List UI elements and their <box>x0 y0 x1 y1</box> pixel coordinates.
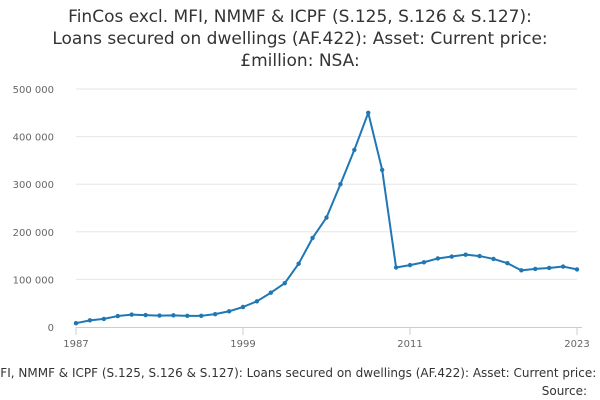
data-point[interactable] <box>463 252 468 257</box>
y-axis-ticks: 0 100 000 200 000 300 000 400 000 500 000 <box>13 85 54 334</box>
data-point[interactable] <box>352 147 357 153</box>
y-tick-label: 100 000 <box>13 275 54 286</box>
chart-footer: FinCos excl. MFI, NMMF & ICPF (S.125, S.… <box>0 366 600 398</box>
data-point[interactable] <box>338 182 343 187</box>
data-point[interactable] <box>157 313 162 318</box>
data-point[interactable] <box>477 253 482 259</box>
data-point[interactable] <box>254 299 260 304</box>
data-point[interactable] <box>129 312 134 317</box>
data-point[interactable] <box>421 260 427 265</box>
data-point[interactable] <box>87 318 93 323</box>
y-tick-label: 300 000 <box>13 180 54 191</box>
data-point[interactable] <box>73 320 79 326</box>
source-label: Source: <box>542 384 587 398</box>
data-point[interactable] <box>379 167 385 173</box>
gridlines <box>76 88 577 280</box>
data-point[interactable] <box>185 313 190 319</box>
data-point[interactable] <box>393 265 399 270</box>
data-point[interactable] <box>519 268 524 273</box>
data-point[interactable] <box>268 290 274 295</box>
data-point[interactable] <box>449 254 454 259</box>
legend-series-label[interactable]: FinCos excl. MFI, NMMF & ICPF (S.125, S.… <box>0 366 600 380</box>
x-axis-ticks: 1987 1999 2011 2023 <box>63 327 590 350</box>
x-tick-label: 1999 <box>230 339 255 350</box>
chart-title: FinCos excl. MFI, NMMF & ICPF (S.125, S.… <box>52 7 547 71</box>
data-point[interactable] <box>491 256 496 262</box>
data-point[interactable] <box>366 110 371 116</box>
data-point[interactable] <box>310 235 315 241</box>
y-tick-label: 400 000 <box>13 133 54 144</box>
data-point[interactable] <box>296 261 301 266</box>
data-point[interactable] <box>226 309 232 314</box>
y-tick-label: 0 <box>48 323 54 334</box>
data-point[interactable] <box>435 256 441 261</box>
x-tick-label: 1987 <box>63 339 88 350</box>
x-tick-label: 2023 <box>564 339 589 350</box>
data-point[interactable] <box>533 266 538 272</box>
data-point[interactable] <box>407 262 413 268</box>
data-point[interactable] <box>143 312 148 318</box>
data-point[interactable] <box>282 281 287 286</box>
data-point[interactable] <box>505 261 510 266</box>
data-point[interactable] <box>574 267 580 272</box>
data-point[interactable] <box>199 313 204 319</box>
chart-title-line: £million: NSA: <box>240 51 359 71</box>
data-point[interactable] <box>324 215 329 220</box>
data-point[interactable] <box>115 313 120 319</box>
y-tick-label: 500 000 <box>13 85 54 96</box>
x-tick-label: 2011 <box>397 339 422 350</box>
series-group <box>73 110 580 326</box>
data-point[interactable] <box>546 265 552 271</box>
chart-title-line: Loans secured on dwellings (AF.422): Ass… <box>52 29 547 49</box>
data-point[interactable] <box>240 304 246 310</box>
data-point[interactable] <box>560 264 566 269</box>
data-point[interactable] <box>101 316 107 322</box>
data-point[interactable] <box>171 313 176 318</box>
chart-title-line: FinCos excl. MFI, NMMF & ICPF (S.125, S.… <box>68 7 532 27</box>
data-point[interactable] <box>212 311 218 317</box>
y-tick-label: 200 000 <box>13 228 54 239</box>
